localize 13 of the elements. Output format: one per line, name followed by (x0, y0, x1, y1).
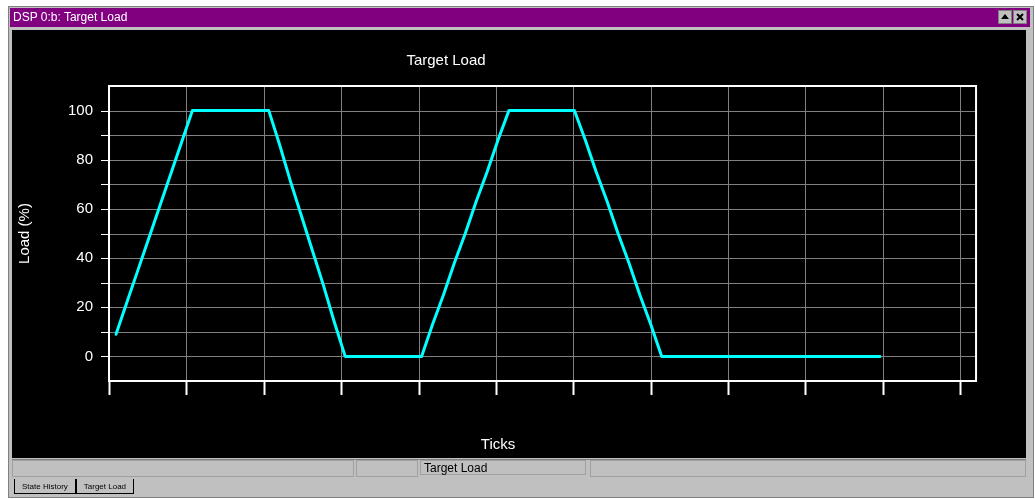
y-tick-label: 0 (84, 346, 93, 364)
y-tick-label: 40 (76, 248, 93, 266)
text: State History (14, 479, 76, 494)
y-tick-label: 100 (67, 100, 93, 118)
text: DSP 0:b: Target Load (13, 10, 128, 24)
x-axis-title: Ticks (480, 435, 516, 453)
y-tick-label: 60 (76, 199, 93, 217)
chart-title: Target Load (406, 51, 486, 69)
y-tick-label: 80 (76, 149, 93, 167)
y-tick-label: 20 (76, 297, 93, 315)
y-axis-title: Load (%) (15, 203, 33, 264)
text: Target Load (75, 479, 135, 494)
text: Target Load (420, 460, 586, 475)
